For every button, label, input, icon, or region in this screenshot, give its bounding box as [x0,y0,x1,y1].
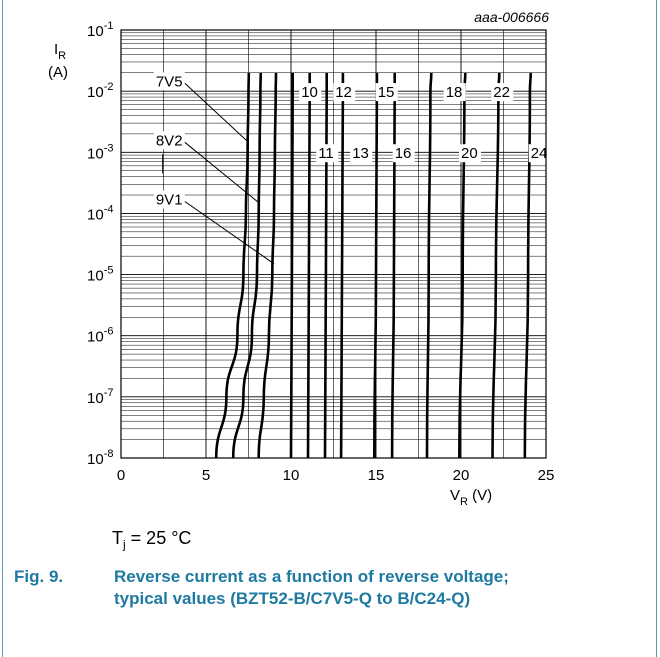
label-bg [153,72,185,91]
label-leader [184,82,248,142]
curve-label-12: 12 [335,84,352,101]
curve-22 [491,72,501,459]
curve-label-16: 16 [395,145,412,162]
label-bg [443,83,466,102]
x-tick-label: 10 [283,467,300,484]
label-bg [333,83,356,102]
curve-label-8v2: 8V2 [156,132,183,149]
caption-number: Fig. 9. [14,567,64,586]
y-axis-unit: (A) [48,64,68,81]
curve-label-10: 10 [301,84,318,101]
label-bg [350,144,373,163]
y-tick-label: 10-7 [87,387,113,407]
curve-7v5 [214,72,251,459]
x-tick-label: 5 [202,467,210,484]
curve-15 [373,72,379,459]
label-bg [299,83,322,102]
curve-16 [390,72,397,459]
plot-frame [120,29,547,459]
x-tick-label: 15 [368,467,385,484]
x-tick-label: 0 [117,467,125,484]
y-tick-label: 10-4 [87,203,113,223]
curve-label-7v5: 7V5 [156,73,183,90]
curves [214,72,532,459]
axes: 0 5 10 15 20 25 10-1 10-2 10-3 10-4 10-5 10-6 10-7 10… [48,20,554,508]
y-tick-label: 10-1 [87,20,113,40]
label-bg [153,131,185,150]
x-axis-label: VR (V) [450,487,492,508]
y-tick-label: 10-2 [87,81,113,101]
y-tick-label: 10-8 [87,448,113,468]
caption-text: Reverse current as a function of reverse… [114,567,509,608]
x-tick-label: 20 [453,467,470,484]
curve-label-22: 22 [493,84,510,101]
y-tick-label: 10-3 [87,142,113,162]
label-bg [491,83,514,102]
page-border-left [2,0,3,657]
reverse-current-chart: 7V5 8V2 9V1 10 12 15 18 22 11 13 16 20 24 0 5 10 15 20 25… [48,9,554,508]
label-bg [528,144,551,163]
curve-10 [289,72,295,459]
curve-label-18: 18 [446,84,463,101]
temperature-condition: Tj = 25 °C [112,528,191,552]
label-bg [392,144,415,163]
y-tick-label: 10-5 [87,265,113,285]
figure-id: aaa-006666 [474,9,549,25]
curve-label-11: 11 [318,145,334,162]
y-axis-label: IR [54,41,66,62]
y-tick-label: 10-6 [87,326,113,346]
curve-labels: 7V5 8V2 9V1 10 12 15 18 22 11 13 16 20 24 [153,72,551,265]
page-border-right [656,0,657,657]
curve-label-13: 13 [352,145,369,162]
curve-18 [425,72,433,459]
curve-label-15: 15 [378,84,395,101]
curve-label-24: 24 [531,145,548,162]
curve-13 [339,72,345,459]
condition-subscript: j [123,537,126,552]
curve-label-20: 20 [461,145,478,162]
curve-24 [523,72,532,459]
label-bg [316,144,339,163]
curve-11 [306,72,312,459]
curve-label-9v1: 9V1 [156,191,183,208]
curve-9v1 [257,72,278,459]
condition-symbol: T [112,528,123,548]
x-tick-label: 25 [538,467,555,484]
label-leader [184,141,260,204]
label-bg [375,83,398,102]
curve-8v2 [231,72,262,459]
curve-20 [458,72,467,459]
label-bg [459,144,481,163]
curve-12 [323,72,329,459]
condition-value: = 25 °C [125,528,192,548]
label-bg [153,190,185,209]
label-leader [184,201,275,265]
